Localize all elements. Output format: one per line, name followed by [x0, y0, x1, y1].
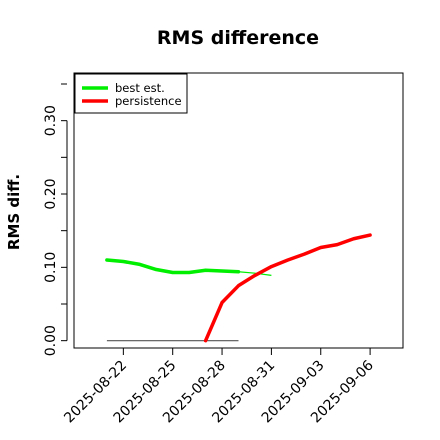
- legend-box: [74, 73, 188, 114]
- y-tick-label: 0.20: [43, 178, 59, 209]
- y-axis: 0.00 0.10 0.20 0.30: [43, 83, 68, 356]
- legend: best est.persistence: [74, 73, 188, 114]
- y-tick-label: 0.30: [43, 105, 59, 136]
- y-tick-label: 0.10: [43, 252, 59, 283]
- legend-label: persistence: [115, 94, 182, 108]
- plot-frame: [73, 72, 404, 349]
- legend-label: best est.: [115, 81, 165, 95]
- x-axis: 2025-08-222025-08-252025-08-282025-08-31…: [61, 347, 377, 426]
- plot-lines: [105, 233, 372, 343]
- chart-title: RMS difference: [157, 27, 319, 49]
- best-est-line: [105, 258, 241, 275]
- y-tick-label: 0.00: [43, 325, 59, 356]
- best-est-line-tail: [238, 271, 272, 276]
- persistence-line: [203, 233, 372, 343]
- y-axis-label: RMS diff.: [5, 174, 23, 250]
